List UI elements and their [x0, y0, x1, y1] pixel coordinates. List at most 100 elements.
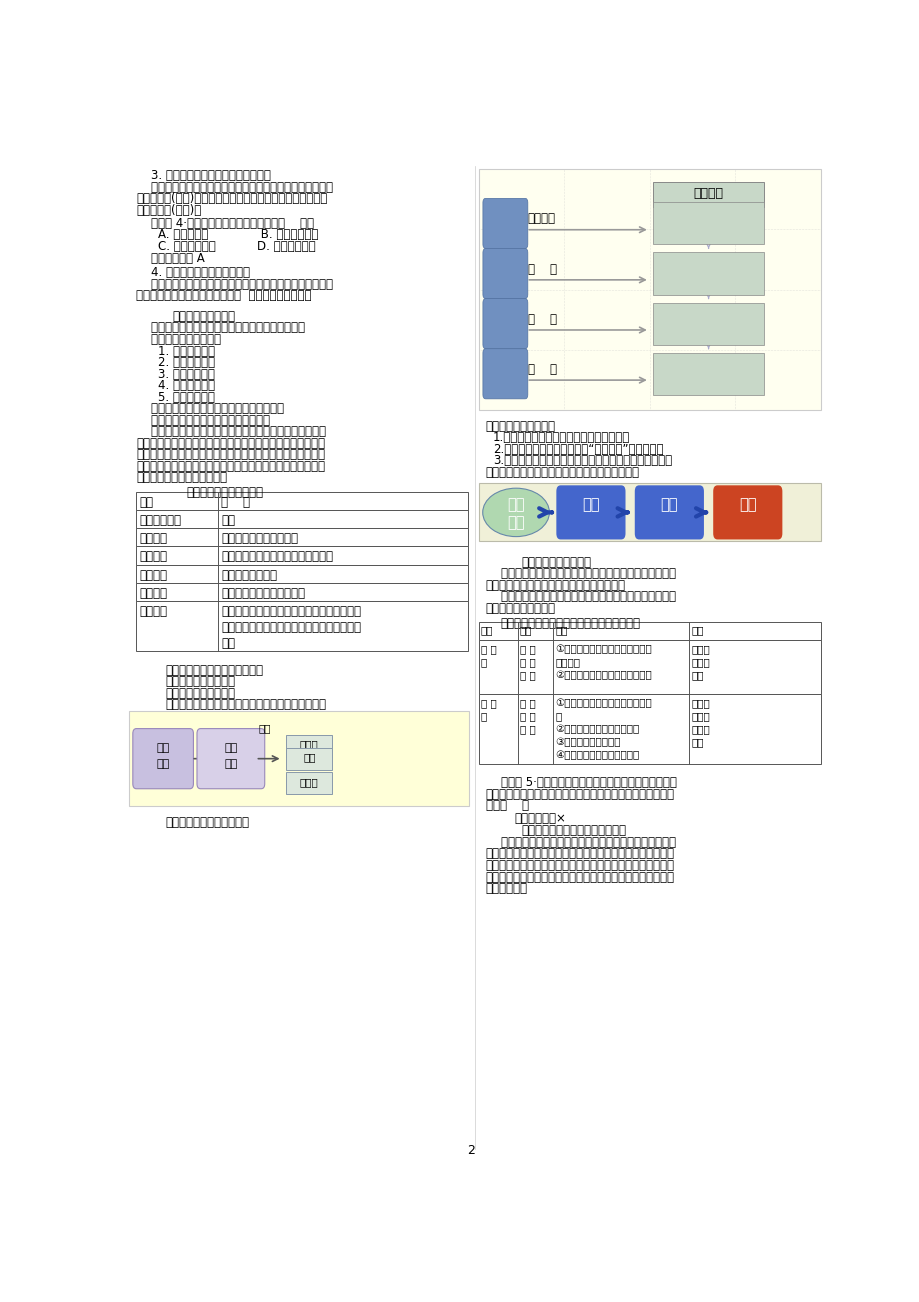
Bar: [129, 711, 469, 806]
Text: 为各有关方面提供会计信息: 为各有关方面提供会计信息: [221, 587, 305, 600]
Text: ②是否有利于预算目标的实现: ②是否有利于预算目标的实现: [555, 724, 640, 734]
Text: 会计核算职能贯穿于经济活动的全过程，它是会计最基本: 会计核算职能贯穿于经济活动的全过程，它是会计最基本: [136, 426, 326, 439]
Text: 支，提: 支，提: [690, 711, 709, 721]
Bar: [136, 565, 468, 582]
Text: 核算对像: 核算对像: [139, 551, 167, 564]
Text: 事中监督和事后监督。: 事中监督和事后监督。: [485, 602, 555, 615]
Text: 货币: 货币: [221, 514, 235, 527]
Text: 凭证: 凭证: [224, 759, 237, 768]
FancyBboxPatch shape: [197, 729, 265, 789]
Text: 会计的本质就是一项经济管理活动  ，它属于管理范畴。: 会计的本质就是一项经济管理活动 ，它属于管理范畴。: [136, 289, 312, 302]
FancyBboxPatch shape: [482, 298, 528, 349]
Text: 4. 会计的本质就是管理活动。: 4. 会计的本质就是管理活动。: [136, 266, 250, 279]
Text: 会计核算与会计监督两大基本职能是相辅相成、辩证统一: 会计核算与会计监督两大基本职能是相辅相成、辩证统一: [485, 836, 675, 849]
Text: ③是否有奔侈浪费行为: ③是否有奔侈浪费行为: [555, 737, 620, 747]
Bar: [652, 202, 763, 245]
Text: 性: 性: [481, 656, 486, 667]
FancyBboxPatch shape: [634, 486, 703, 539]
Text: 经 济: 经 济: [519, 656, 535, 667]
Text: 会计核算和监督的基本职能，即对发生的经济业务以会计语: 会计核算和监督的基本职能，即对发生的经济业务以会计语: [136, 181, 333, 194]
Text: 3. 会计具有核算和监督的基本职能。: 3. 会计具有核算和监督的基本职能。: [136, 169, 271, 182]
Bar: [136, 510, 468, 529]
Text: 业务: 业务: [156, 759, 170, 768]
Text: 设置账户、复式记账、填制会计凭证、登记会: 设置账户、复式记账、填制会计凭证、登记会: [221, 604, 361, 617]
Text: 各 项: 各 项: [519, 643, 535, 654]
Text: 报账: 报账: [738, 497, 755, 513]
FancyBboxPatch shape: [712, 486, 781, 539]
Text: 登记: 登记: [258, 724, 271, 733]
Text: 『正确答案』×: 『正确答案』×: [514, 811, 565, 824]
Text: （三）会计核算与监督职能的关系: （三）会计核算与监督职能的关系: [521, 824, 626, 837]
Text: 动情况，以会计报表的形式对有关方面进行报告。: 动情况，以会计报表的形式对有关方面进行报告。: [485, 466, 639, 479]
Text: 经济: 经济: [506, 497, 524, 513]
Text: 特定对象（或特定主体）的经济活动: 特定对象（或特定主体）的经济活动: [221, 551, 333, 564]
Text: 划: 划: [555, 711, 562, 721]
Text: 报: 报: [501, 359, 509, 372]
Text: 会计的监督职能又称控制职能，在会计核算的同时，对特: 会计的监督职能又称控制职能，在会计核算的同时，对特: [485, 568, 675, 579]
Text: 主要计量单位: 主要计量单位: [139, 514, 181, 527]
Text: 杜绝违: 杜绝违: [690, 643, 709, 654]
Text: 记账: 记账: [224, 742, 237, 753]
Text: 主要环节: 主要环节: [139, 533, 167, 546]
Text: 计量：解决定量问题；: 计量：解决定量问题；: [165, 687, 234, 700]
Bar: [286, 747, 332, 769]
Text: 性进行审查(监督)。: 性进行审查(监督)。: [136, 204, 201, 217]
Bar: [136, 600, 468, 651]
Text: 3. 预测经济前景: 3. 预测经济前景: [158, 367, 214, 380]
Text: 5. 评价经营业绩: 5. 评价经营业绩: [158, 391, 214, 404]
FancyBboxPatch shape: [482, 198, 528, 249]
Text: 高经济: 高经济: [690, 724, 709, 734]
Text: 会计的职能主要包括：: 会计的职能主要包括：: [136, 333, 221, 346]
Text: A. 核算与监督              B. 参与经济决策: A. 核算与监督 B. 参与经济决策: [158, 228, 318, 241]
Text: 2: 2: [467, 1143, 475, 1156]
Text: 财 务: 财 务: [519, 711, 535, 721]
Text: 计    算: 计 算: [528, 263, 556, 276]
Text: 工作形式: 工作形式: [139, 569, 167, 582]
Text: 记录：将会计事项发生额在账簿上进行登记的工作。: 记录：将会计事项发生额在账簿上进行登记的工作。: [165, 698, 325, 711]
Text: 报告：解决信息体现问题；: 报告：解决信息体现问题；: [165, 816, 249, 829]
Text: 进行会计核算须经历的四个环节: 进行会计核算须经历的四个环节: [165, 664, 263, 677]
Text: 核算方法: 核算方法: [139, 604, 167, 617]
Text: 言进行描述(核算)，并在此基础上对经济业务的合法性、合理: 言进行描述(核算)，并在此基础上对经济业务的合法性、合理: [136, 193, 327, 206]
Text: 明细账: 明细账: [300, 777, 318, 786]
Text: 是否需要: 是否需要: [528, 212, 555, 225]
Text: 行为: 行为: [690, 669, 703, 680]
Text: 计量单位，通过确认、计量、记录和报告等环节，对特定对象: 计量单位，通过确认、计量、记录和报告等环节，对特定对象: [136, 448, 325, 461]
Text: 项目: 项目: [139, 496, 153, 509]
Text: ④是否违背内部控制制度要求: ④是否违背内部控制制度要求: [555, 750, 640, 760]
FancyBboxPatch shape: [482, 249, 528, 298]
Text: 内    容: 内 容: [221, 496, 250, 509]
Text: 登    记: 登 记: [528, 312, 556, 326]
Text: 会计监督贯穿于会计管理活动的全过程，包括事前监督、: 会计监督贯穿于会计管理活动的全过程，包括事前监督、: [485, 590, 675, 603]
Text: 从职能属性看，核算和监督本身就是一种管理活动。因此，: 从职能属性看，核算和监督本身就是一种管理活动。因此，: [136, 277, 333, 290]
Bar: [652, 182, 763, 207]
Text: 计核算之后，对特定的主体经济活动的合法性、合理性进行审: 计核算之后，对特定的主体经济活动的合法性、合理性进行审: [485, 788, 674, 801]
Text: 合 法: 合 法: [481, 643, 496, 654]
Text: 业 务: 业 务: [519, 669, 535, 680]
Bar: [136, 529, 468, 547]
Bar: [478, 169, 820, 410]
Bar: [136, 582, 468, 600]
Text: 收 支: 收 支: [519, 724, 535, 734]
Text: ①是否符合国家的有关法律法规、: ①是否符合国家的有关法律法规、: [555, 643, 652, 654]
Text: 效益: 效益: [690, 737, 703, 747]
Text: 量: 量: [501, 276, 509, 289]
Text: 查。（    ）: 查。（ ）: [485, 799, 528, 812]
Text: 财经纪律: 财经纪律: [555, 656, 580, 667]
Bar: [478, 483, 820, 542]
Text: 算账: 算账: [660, 497, 677, 513]
Text: 会计核算相关内容一览表: 会计核算相关内容一览表: [186, 487, 263, 500]
Text: 会计监督相关内容、对象、标准、目的一览表: 会计监督相关内容、对象、标准、目的一览表: [500, 617, 640, 630]
Bar: [136, 492, 468, 510]
Text: 日记账: 日记账: [300, 740, 318, 750]
Text: 关方面提供会计信息的功能。: 关方面提供会计信息的功能。: [136, 471, 227, 484]
Text: （二）会计的监督职能: （二）会计的监督职能: [521, 556, 591, 569]
Text: 认: 认: [501, 227, 509, 240]
Text: 金    额: 金 额: [692, 260, 724, 273]
Text: 编    制: 编 制: [528, 363, 556, 376]
Text: 2.算账：在记账基础上对各项“会计要素”进行计算；: 2.算账：在记账基础上对各项“会计要素”进行计算；: [493, 443, 663, 456]
Text: 确认：解决定性问题；: 确认：解决定性问题；: [165, 676, 234, 689]
Text: 报告: 报告: [221, 637, 235, 650]
Text: 【例题 5·判断题】会计监督职能是指会计人员在进行会: 【例题 5·判断题】会计监督职能是指会计人员在进行会: [485, 776, 675, 789]
Text: 告: 告: [501, 376, 509, 389]
